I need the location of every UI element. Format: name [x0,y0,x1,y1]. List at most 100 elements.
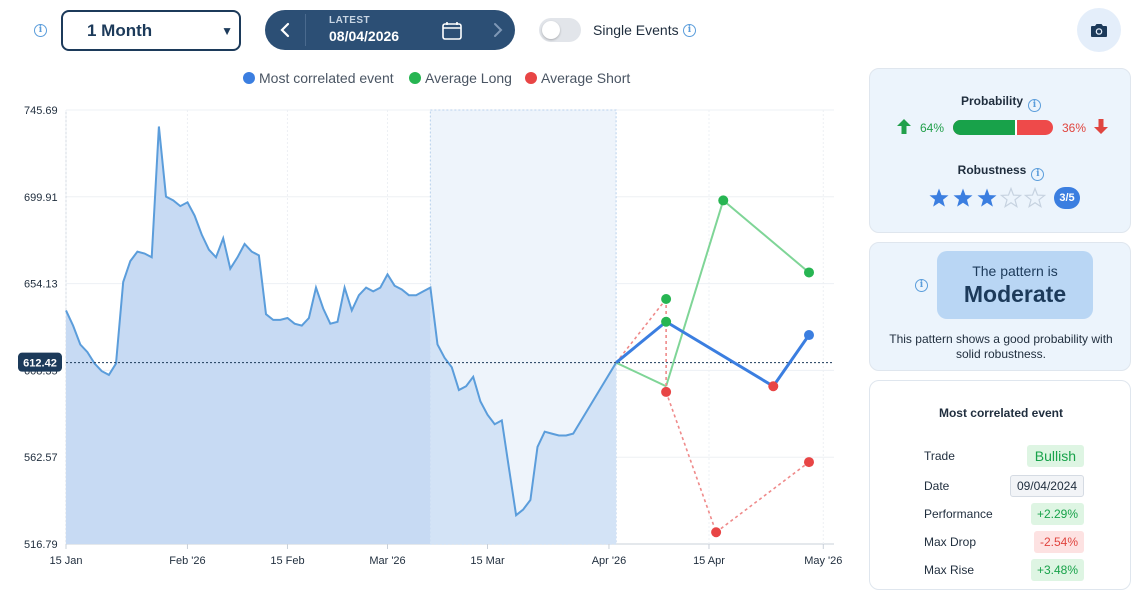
screenshot-button[interactable] [1077,8,1121,52]
y-tick-label: 699.91 [24,192,58,204]
probability-bar-row: 64% 36% [896,118,1116,136]
y-tick-label: 745.69 [24,105,58,117]
toolbar: i 1 Month ▼ LATEST 08/04/2026 Single Eve… [0,0,1131,62]
price-line [65,126,617,518]
camera-icon [1091,23,1107,37]
legend-item: Most correlated event [243,70,394,86]
series-segment [665,320,775,388]
price-chart[interactable]: Most correlated event Average Long Average… [0,62,860,586]
star-filled-icon [953,188,973,207]
event-row: Date 09/04/2024 [924,475,1084,497]
probability-panel: Probability i 64% 36% Robustness i 3/5 [869,68,1131,233]
series-segment [615,320,668,364]
price-area-recent [430,287,617,544]
series-point [661,294,672,305]
info-icon[interactable]: i [34,24,47,37]
price-badge-bg [18,352,62,372]
series-point [768,381,779,392]
previous-date-button[interactable] [265,10,305,50]
series-point [803,267,814,278]
star-empty-icon [1000,187,1022,208]
divider [305,14,306,46]
series-segment [615,298,667,364]
x-tick-label: Apr '26 [592,555,627,567]
series-segment [665,200,725,387]
series-point [661,386,672,397]
info-icon[interactable]: i [1031,168,1045,181]
info-icon[interactable]: i [683,24,696,37]
pattern-panel: i The pattern is Moderate This pattern s… [869,242,1131,371]
y-tick-label: 562.57 [24,452,58,464]
current-date: 08/04/2026 [329,28,400,44]
legend-item: Average Long [409,70,512,86]
star-empty-icon [1024,187,1046,208]
arrow-up-icon [897,119,911,134]
series-point [661,316,672,327]
x-tick-label: May '26 [804,555,842,567]
robustness-score: 3/5 [1054,187,1080,209]
price-area-history [66,126,431,544]
series-point [711,527,722,538]
single-events-label: Single Events [593,22,679,38]
x-tick-label: Mar '26 [369,555,405,567]
event-row-label: Max Rise [924,563,975,577]
event-row-value: -2.54% [1033,531,1084,553]
event-row-value: +2.29% [1030,503,1084,525]
event-row-value: Bullish [1026,445,1084,467]
projection-series [615,195,814,538]
price-badge-label: 612.42 [23,358,57,370]
y-tick-label: 516.79 [24,539,58,551]
info-icon[interactable]: i [915,279,928,292]
x-axis: 15 Jan Feb '26 15 Feb Mar '26 15 Mar Apr '26 1… [49,544,842,567]
legend-label: Average Short [541,70,630,86]
star-filled-icon [977,188,997,207]
event-row: Performance +2.29% [924,503,1084,525]
legend-item: Average Short [525,70,630,86]
y-tick-label: 654.13 [24,279,58,291]
event-row-value: +3.48% [1030,559,1084,581]
chevron-left-icon [280,22,290,38]
legend-label: Most correlated event [259,70,394,86]
event-row: Max Drop -2.54% [924,531,1084,553]
event-row-label: Performance [924,507,993,521]
series-point [803,457,814,468]
star-filled-icon [929,188,949,207]
legend-dot [243,72,255,84]
series-segment [615,361,667,388]
event-title: Most correlated event [938,406,1064,420]
long-probability-fill [953,120,1017,135]
arrow-down-icon [1094,119,1108,134]
period-select[interactable]: 1 Month ▼ [61,10,241,51]
series-segment [665,391,717,533]
event-row: Max Rise +3.48% [924,559,1084,581]
next-date-button[interactable] [481,10,515,50]
single-events-toggle[interactable] [539,18,581,42]
long-probability: 64% [920,121,945,135]
series-segment [772,334,811,388]
toggle-knob [542,21,560,39]
x-tick-label: 15 Jan [49,555,82,567]
series-point [718,195,729,206]
event-row-label: Trade [924,449,955,463]
x-tick-label: 15 Apr [693,555,725,567]
chevron-right-icon [494,23,503,37]
series-segment [715,461,810,533]
robustness-stars: 3/5 [928,187,1080,209]
event-row: Trade Bullish [924,445,1084,467]
date-caption: LATEST [329,15,371,26]
x-tick-label: 15 Feb [270,555,304,567]
pattern-level: Moderate [963,281,1067,307]
chart-legend: Most correlated event Average Long Average… [243,70,630,86]
series-point [803,330,814,341]
series-segment [722,199,810,274]
info-icon[interactable]: i [1028,99,1041,112]
current-price-badge: 612.42 [18,352,62,372]
calendar-icon[interactable] [442,21,462,45]
probability-bar [953,120,1053,135]
event-row-label: Max Drop [924,535,977,549]
date-navigator: LATEST 08/04/2026 [265,10,515,50]
legend-dot [525,72,537,84]
pattern-description: This pattern shows a good probability wi… [889,332,1113,361]
legend-dot [409,72,421,84]
